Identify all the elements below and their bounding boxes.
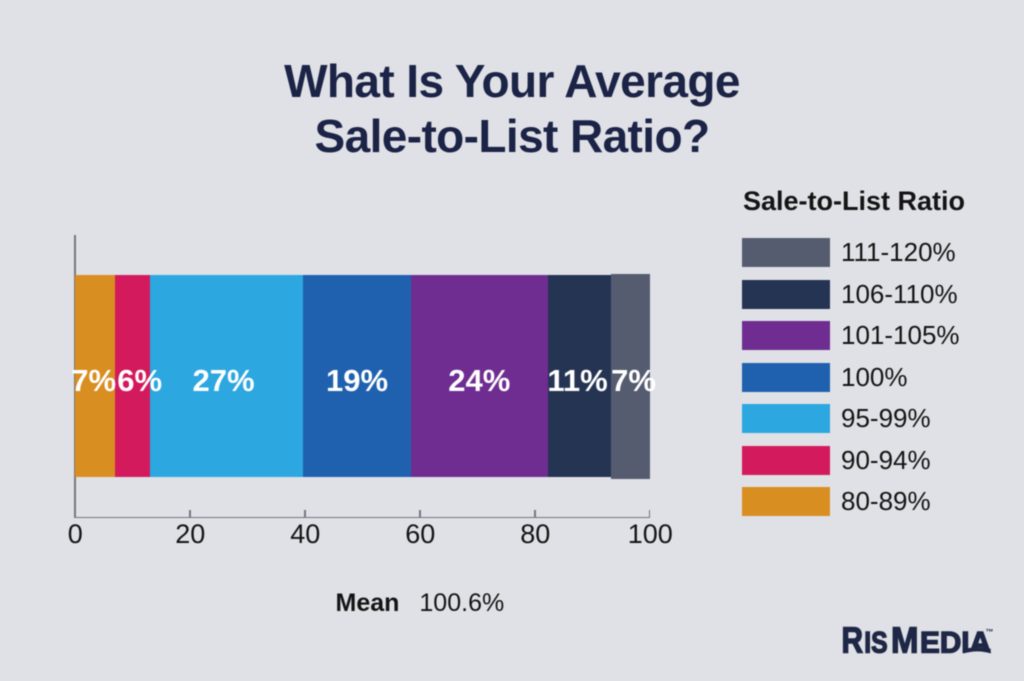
svg-text:™: ™ bbox=[985, 628, 993, 637]
svg-text:M: M bbox=[891, 620, 919, 660]
svg-text:IS: IS bbox=[864, 627, 887, 660]
svg-text:EDIA: EDIA bbox=[920, 627, 991, 660]
svg-text:R: R bbox=[841, 620, 863, 660]
